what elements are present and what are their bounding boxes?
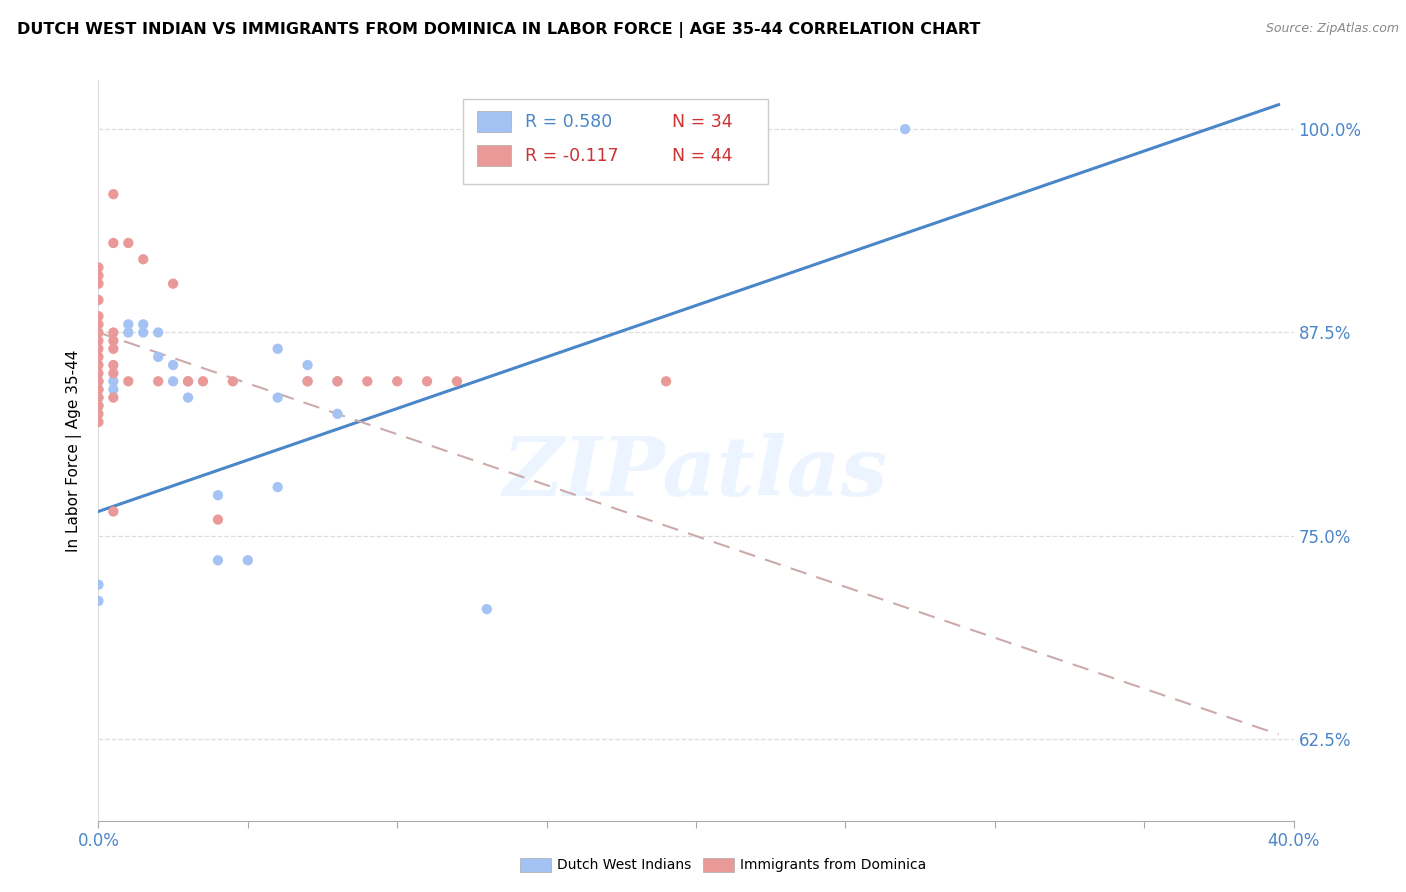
Point xyxy=(356,374,378,388)
Point xyxy=(326,407,349,421)
Point xyxy=(148,374,170,388)
Text: N = 34: N = 34 xyxy=(672,112,733,131)
Point xyxy=(87,342,110,356)
Point xyxy=(87,277,110,291)
Text: Source: ZipAtlas.com: Source: ZipAtlas.com xyxy=(1265,22,1399,36)
Point xyxy=(148,326,170,340)
Point xyxy=(103,326,125,340)
Point xyxy=(87,415,110,429)
Point xyxy=(103,358,125,372)
Point xyxy=(87,594,110,608)
Point xyxy=(475,602,498,616)
Point xyxy=(87,310,110,324)
Point xyxy=(87,334,110,348)
Point xyxy=(103,504,125,518)
Point xyxy=(87,374,110,388)
Point xyxy=(655,374,678,388)
Point xyxy=(103,342,125,356)
Point xyxy=(87,391,110,405)
Point xyxy=(87,407,110,421)
Point xyxy=(87,391,110,405)
Point xyxy=(446,374,468,388)
Point xyxy=(103,334,125,348)
Point xyxy=(326,374,349,388)
Point xyxy=(207,513,229,527)
Text: R = -0.117: R = -0.117 xyxy=(524,147,619,165)
Text: R = 0.580: R = 0.580 xyxy=(524,112,613,131)
Point xyxy=(132,326,155,340)
Point xyxy=(87,374,110,388)
Point xyxy=(162,374,184,388)
Point xyxy=(148,350,170,364)
Point xyxy=(162,358,184,372)
Point xyxy=(191,374,214,388)
Point xyxy=(103,383,125,397)
Point xyxy=(87,383,110,397)
Point xyxy=(267,391,290,405)
Point xyxy=(117,235,139,250)
Point xyxy=(103,374,125,388)
Point xyxy=(267,480,290,494)
Point xyxy=(87,399,110,413)
Point xyxy=(177,374,200,388)
Point xyxy=(207,553,229,567)
Text: N = 44: N = 44 xyxy=(672,147,733,165)
Y-axis label: In Labor Force | Age 35-44: In Labor Force | Age 35-44 xyxy=(66,350,83,551)
Bar xyxy=(477,145,510,166)
Point xyxy=(87,326,110,340)
Point xyxy=(87,350,110,364)
Point xyxy=(297,374,319,388)
Point xyxy=(117,318,139,332)
Point xyxy=(177,374,200,388)
Point xyxy=(416,374,439,388)
Point xyxy=(117,374,139,388)
Point xyxy=(87,318,110,332)
Point xyxy=(103,187,125,202)
Point xyxy=(87,577,110,591)
Point xyxy=(87,260,110,275)
Point xyxy=(87,383,110,397)
Point xyxy=(236,553,259,567)
Point xyxy=(222,374,245,388)
Point xyxy=(267,342,290,356)
Point xyxy=(745,122,768,136)
Point xyxy=(162,277,184,291)
Point xyxy=(326,374,349,388)
Bar xyxy=(477,112,510,132)
Point xyxy=(117,326,139,340)
Point xyxy=(207,488,229,502)
Text: DUTCH WEST INDIAN VS IMMIGRANTS FROM DOMINICA IN LABOR FORCE | AGE 35-44 CORRELA: DUTCH WEST INDIAN VS IMMIGRANTS FROM DOM… xyxy=(17,22,980,38)
Point xyxy=(385,374,409,388)
Point xyxy=(132,318,155,332)
Point xyxy=(297,358,319,372)
Point xyxy=(87,268,110,283)
Point xyxy=(87,366,110,380)
FancyBboxPatch shape xyxy=(463,99,768,184)
Point xyxy=(894,122,917,136)
Point xyxy=(87,358,110,372)
Text: Dutch West Indians: Dutch West Indians xyxy=(557,858,690,872)
Point xyxy=(103,391,125,405)
Text: ZIPatlas: ZIPatlas xyxy=(503,433,889,513)
Text: Immigrants from Dominica: Immigrants from Dominica xyxy=(740,858,925,872)
Point xyxy=(87,293,110,307)
Point xyxy=(177,391,200,405)
Point xyxy=(87,399,110,413)
Point xyxy=(132,252,155,267)
Point xyxy=(103,366,125,380)
Point xyxy=(297,374,319,388)
Point xyxy=(103,235,125,250)
